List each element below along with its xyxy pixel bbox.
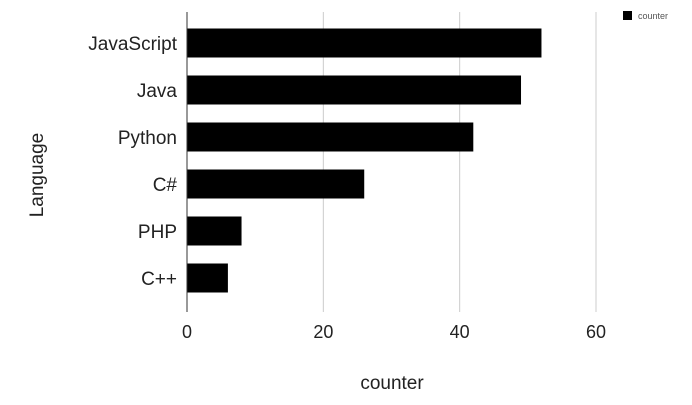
x-axis-title: counter <box>360 373 424 394</box>
category-label: C++ <box>141 269 177 290</box>
x-tick-label: 20 <box>313 322 333 342</box>
category-label: Java <box>137 81 178 102</box>
bar <box>187 75 522 105</box>
bar <box>187 263 228 293</box>
x-tick-label: 60 <box>586 322 606 342</box>
category-label: Python <box>118 128 177 149</box>
bar <box>187 216 242 246</box>
bar <box>187 28 542 58</box>
legend-swatch <box>623 11 632 20</box>
category-label: JavaScript <box>88 34 177 55</box>
legend: counter <box>623 11 668 21</box>
bar <box>187 122 474 152</box>
bars <box>187 28 542 293</box>
x-tick-label: 0 <box>182 322 192 342</box>
category-label: PHP <box>138 222 177 243</box>
x-tick-labels: 0 20 40 60 <box>182 322 606 342</box>
y-axis-title: Language <box>27 133 48 218</box>
x-tick-label: 40 <box>450 322 470 342</box>
legend-label: counter <box>638 11 668 21</box>
category-label: C# <box>153 175 178 196</box>
grid-lines <box>322 12 597 312</box>
category-labels: JavaScript Java Python C# PHP C++ <box>88 34 177 290</box>
bar <box>187 169 365 199</box>
